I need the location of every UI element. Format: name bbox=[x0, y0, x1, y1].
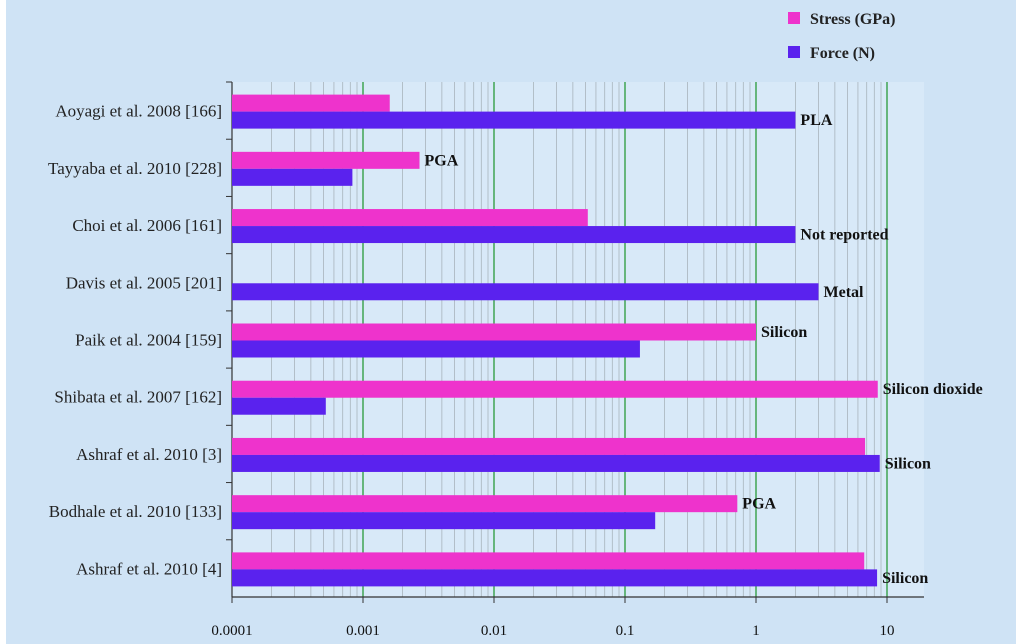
category-label: Choi et al. 2006 [161] bbox=[72, 216, 222, 235]
x-tick-label: 0.01 bbox=[481, 623, 507, 639]
legend-swatch bbox=[788, 12, 800, 24]
bar-annotation: Metal bbox=[824, 284, 865, 301]
bar-force bbox=[232, 397, 326, 415]
bar-force bbox=[232, 512, 656, 530]
bar-force bbox=[232, 340, 640, 358]
category-label: Davis et al. 2005 [201] bbox=[66, 273, 222, 292]
bar-stress bbox=[232, 380, 878, 398]
x-tick-label: 0.0001 bbox=[211, 623, 252, 639]
legend-label: Stress (GPa) bbox=[810, 11, 895, 28]
legend-swatch bbox=[788, 46, 800, 58]
bar-stress bbox=[232, 323, 756, 341]
chart-canvas: 0.0001 0.001 0.01 0.1 1 10 Aoyagi et al. 2008 … bbox=[6, 0, 1016, 644]
bar-annotation: PGA bbox=[425, 152, 459, 169]
bar-stress bbox=[232, 437, 866, 455]
category-label: Paik et al. 2004 [159] bbox=[75, 331, 222, 350]
bar-stress bbox=[232, 552, 865, 570]
bar-stress bbox=[232, 94, 390, 112]
bar-stress bbox=[232, 151, 420, 169]
bar-annotation: Silicon bbox=[882, 570, 928, 587]
bar-annotation: Silicon bbox=[761, 324, 807, 341]
bar-annotation: Silicon dioxide bbox=[883, 381, 983, 398]
bar-annotation: PLA bbox=[800, 112, 832, 129]
bar-annotation: Not reported bbox=[800, 227, 888, 244]
category-label: Aoyagi et al. 2008 [166] bbox=[55, 102, 222, 121]
bar-force bbox=[232, 283, 819, 301]
category-label: Tayyaba et al. 2010 [228] bbox=[48, 159, 222, 178]
x-tick-label: 10 bbox=[880, 623, 895, 639]
bar-stress bbox=[232, 495, 738, 513]
category-label: Shibata et al. 2007 [162] bbox=[54, 388, 222, 407]
category-label: Ashraf et al. 2010 [3] bbox=[76, 445, 222, 464]
bar-annotation: PGA bbox=[742, 496, 776, 513]
bar-stress bbox=[232, 209, 588, 227]
x-tick-label: 0.001 bbox=[346, 623, 380, 639]
bar-annotation: Silicon bbox=[885, 455, 931, 472]
category-label: Bodhale et al. 2010 [133] bbox=[49, 502, 222, 521]
bar-force bbox=[232, 569, 878, 587]
bar-force bbox=[232, 226, 796, 244]
category-label: Ashraf et al. 2010 [4] bbox=[76, 559, 222, 578]
bar-force bbox=[232, 168, 353, 186]
x-tick-label: 1 bbox=[752, 623, 760, 639]
x-tick-label: 0.1 bbox=[616, 623, 635, 639]
bar-force bbox=[232, 111, 796, 129]
chart: 0.0001 0.001 0.01 0.1 1 10 Aoyagi et al. 2008 … bbox=[6, 0, 1016, 644]
bar-force bbox=[232, 454, 880, 472]
legend-label: Force (N) bbox=[810, 45, 875, 62]
